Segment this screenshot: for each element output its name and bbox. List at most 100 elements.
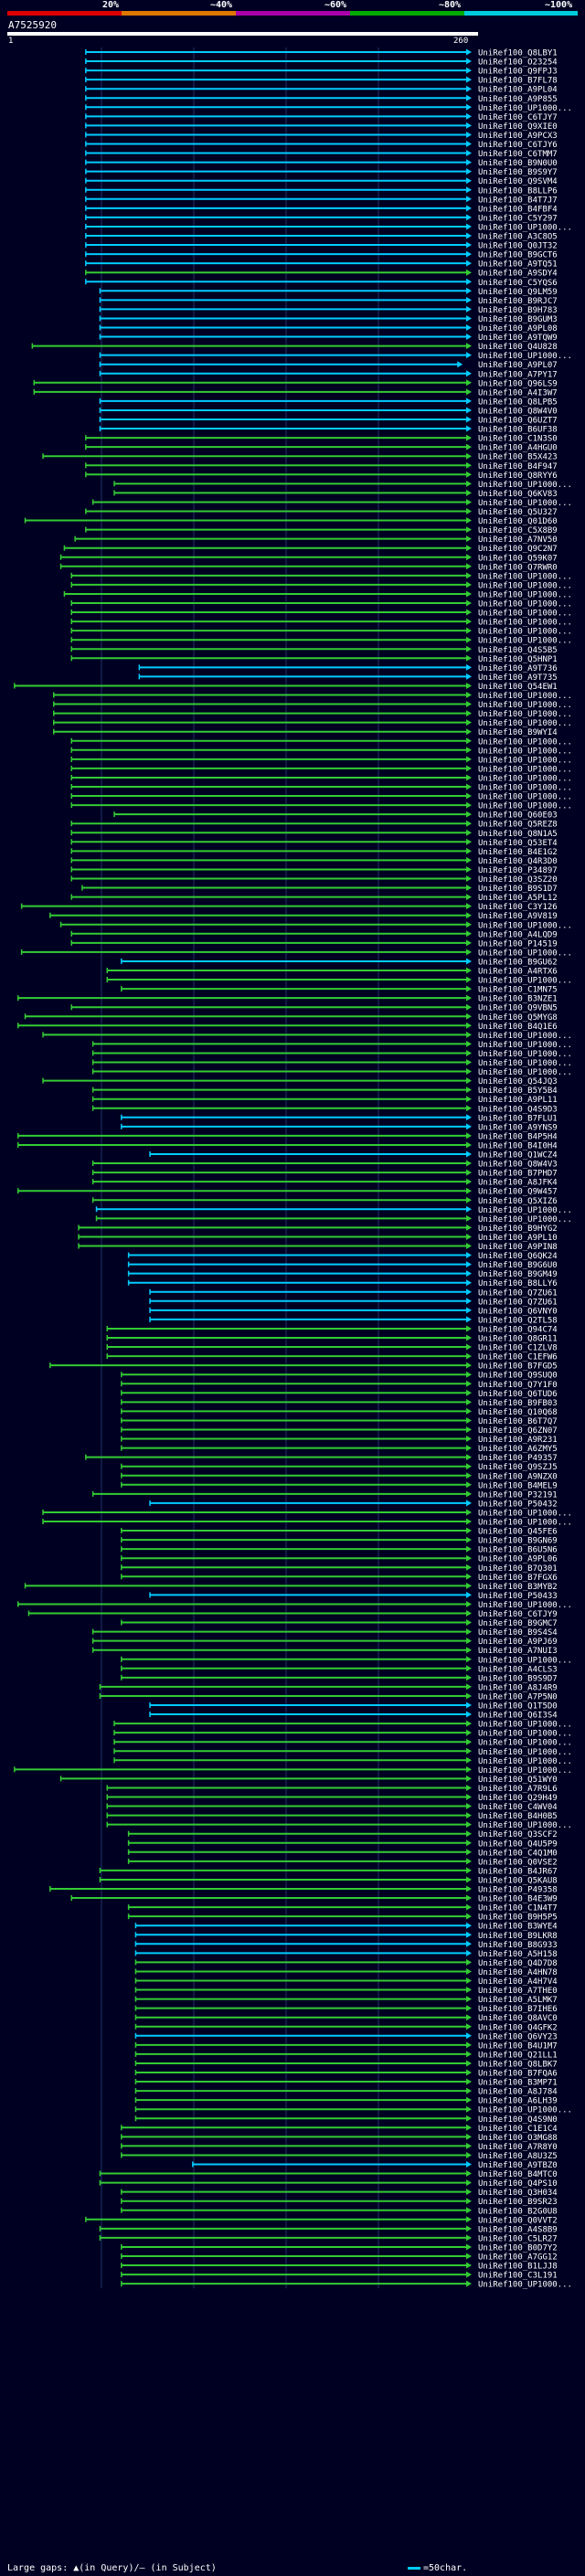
hit-label[interactable]: UniRef100_Q60E03: [478, 811, 558, 821]
hit-row[interactable]: UniRef100_B3MP71: [134, 2078, 558, 2088]
hit-label[interactable]: UniRef100_C4Q1M0: [478, 1849, 558, 1858]
hit-row[interactable]: UniRef100_Q3SZ20: [70, 875, 558, 885]
hit-row[interactable]: UniRef100_A7THE0: [134, 1987, 558, 1996]
hit-label[interactable]: UniRef100_UP1000...: [478, 1068, 572, 1077]
hit-row[interactable]: UniRef100_B7FQA6: [134, 2069, 558, 2079]
hit-row[interactable]: UniRef100_UP1000...: [95, 1205, 572, 1215]
hit-row[interactable]: UniRef100_UP1000...: [42, 1518, 572, 1528]
hit-label[interactable]: UniRef100_Q5XIZ6: [478, 1197, 558, 1206]
hit-row[interactable]: UniRef100_B2G0U8: [121, 2207, 558, 2216]
hit-row[interactable]: UniRef100_Q8GR11: [106, 1334, 558, 1344]
hit-row[interactable]: UniRef100_O3MG88: [121, 2133, 558, 2143]
hit-label[interactable]: UniRef100_UP1000...: [478, 637, 572, 646]
hit-row[interactable]: UniRef100_P49357: [85, 1454, 558, 1463]
hit-label[interactable]: UniRef100_UP1000...: [478, 590, 572, 599]
hit-label[interactable]: UniRef100_C6TJY9: [478, 1610, 558, 1619]
hit-label[interactable]: UniRef100_P32191: [478, 1490, 558, 1500]
hit-row[interactable]: UniRef100_B9GU62: [121, 958, 558, 967]
hit-row[interactable]: UniRef100_A9P855: [85, 94, 558, 104]
hit-row[interactable]: UniRef100_C5LR27: [99, 2234, 558, 2243]
hit-label[interactable]: UniRef100_Q6QK24: [478, 1252, 558, 1261]
hit-label[interactable]: UniRef100_UP1000...: [478, 600, 572, 610]
hit-label[interactable]: UniRef100_A9PL08: [478, 324, 558, 334]
hit-row[interactable]: UniRef100_B4P5H4: [16, 1132, 558, 1141]
hit-label[interactable]: UniRef100_A5PL12: [478, 894, 558, 903]
hit-label[interactable]: UniRef100_Q1WCZ4: [478, 1151, 558, 1161]
hit-row[interactable]: UniRef100_UP1000...: [52, 719, 572, 728]
hit-row[interactable]: UniRef100_Q6VNY0: [149, 1307, 558, 1316]
hit-row[interactable]: UniRef100_UP1000...: [70, 765, 572, 774]
hit-label[interactable]: UniRef100_A9TBZ0: [478, 2161, 558, 2170]
hit-label[interactable]: UniRef100_A7GG12: [478, 2253, 558, 2263]
hit-label[interactable]: UniRef100_B9GMC7: [478, 1619, 558, 1628]
hit-label[interactable]: UniRef100_Q8LBK7: [478, 2060, 558, 2069]
hit-label[interactable]: UniRef100_P50432: [478, 1500, 558, 1509]
hit-label[interactable]: UniRef100_C1N4T7: [478, 1904, 558, 1913]
hit-row[interactable]: UniRef100_UP1000...: [16, 1600, 572, 1610]
hit-row[interactable]: UniRef100_Q60E03: [113, 811, 558, 821]
hit-label[interactable]: UniRef100_Q9VBN5: [478, 1004, 558, 1013]
hit-label[interactable]: UniRef100_UP1000...: [478, 352, 572, 361]
hit-row[interactable]: UniRef100_Q0JT32: [85, 241, 558, 251]
hit-row[interactable]: UniRef100_B4E3W9: [70, 1894, 558, 1904]
hit-row[interactable]: UniRef100_B3WYE4: [134, 1922, 558, 1932]
hit-label[interactable]: UniRef100_UP1000...: [478, 1509, 572, 1518]
hit-label[interactable]: UniRef100_A7R9L6: [478, 1785, 558, 1794]
hit-label[interactable]: UniRef100_Q5REZ8: [478, 821, 558, 830]
hit-label[interactable]: UniRef100_Q8GR11: [478, 1335, 558, 1344]
hit-row[interactable]: UniRef100_A4HN78: [134, 1967, 558, 1977]
hit-row[interactable]: UniRef100_B9SR23: [121, 2198, 558, 2207]
hit-row[interactable]: UniRef100_UP1000...: [91, 1059, 572, 1068]
hit-row[interactable]: UniRef100_UP1000...: [121, 1656, 572, 1665]
hit-row[interactable]: UniRef100_Q8AVC0: [134, 2014, 558, 2023]
hit-row[interactable]: UniRef100_A9PIN8: [78, 1243, 558, 1252]
hit-label[interactable]: UniRef100_B4MTC0: [478, 2170, 558, 2179]
hit-row[interactable]: UniRef100_UP1000...: [91, 1068, 572, 1077]
hit-label[interactable]: UniRef100_Q6I3S4: [478, 1712, 558, 1721]
hit-label[interactable]: UniRef100_C5X8B9: [478, 526, 558, 535]
hit-row[interactable]: UniRef100_UP1000...: [70, 737, 572, 747]
hit-row[interactable]: UniRef100_Q1T5D0: [149, 1701, 558, 1712]
hit-label[interactable]: UniRef100_UP1000...: [478, 1041, 572, 1050]
hit-row[interactable]: UniRef100_B9H5P5: [127, 1913, 558, 1923]
hit-row[interactable]: UniRef100_Q94C74: [106, 1325, 558, 1334]
hit-label[interactable]: UniRef100_B7FGD5: [478, 1362, 558, 1372]
hit-row[interactable]: UniRef100_UP1000...: [14, 1765, 572, 1776]
hit-label[interactable]: UniRef100_Q01D60: [478, 517, 558, 526]
hit-label[interactable]: UniRef100_A7NUI3: [478, 1647, 558, 1656]
hit-label[interactable]: UniRef100_Q6VNY0: [478, 1307, 558, 1316]
hit-row[interactable]: UniRef100_C6TJY7: [85, 112, 558, 122]
hit-row[interactable]: UniRef100_Q8W4V3: [91, 1160, 558, 1170]
hit-label[interactable]: UniRef100_C1EFW6: [478, 1353, 558, 1362]
hit-row[interactable]: UniRef100_B9S4S4: [91, 1628, 558, 1638]
hit-label[interactable]: UniRef100_Q7ZU61: [478, 1298, 558, 1307]
hit-row[interactable]: UniRef100_B7Q301: [121, 1564, 558, 1574]
hit-label[interactable]: UniRef100_P50433: [478, 1592, 558, 1601]
hit-row[interactable]: UniRef100_Q4S9D3: [91, 1105, 558, 1114]
hit-row[interactable]: UniRef100_C5Y297: [85, 214, 558, 223]
hit-row[interactable]: UniRef100_Q6KV83: [113, 489, 558, 499]
hit-label[interactable]: UniRef100_B8G933: [478, 1941, 558, 1950]
hit-row[interactable]: UniRef100_B4MEL9: [121, 1481, 558, 1490]
hit-row[interactable]: UniRef100_Q4PS10: [99, 2179, 558, 2189]
hit-row[interactable]: UniRef100_Q29H49: [106, 1794, 558, 1803]
hit-row[interactable]: UniRef100_UP1000...: [91, 498, 572, 508]
hit-label[interactable]: UniRef100_A9PL07: [478, 361, 558, 370]
hit-label[interactable]: UniRef100_Q1T5D0: [478, 1702, 558, 1712]
hit-label[interactable]: UniRef100_Q96LS9: [478, 379, 558, 388]
hit-label[interactable]: UniRef100_B9GM49: [478, 1270, 558, 1279]
hit-row[interactable]: UniRef100_A5LMK7: [134, 1996, 558, 2005]
hit-label[interactable]: UniRef100_Q0VSE2: [478, 1858, 558, 1867]
hit-row[interactable]: UniRef100_UP1000...: [113, 1729, 572, 1739]
hit-row[interactable]: UniRef100_Q8LBK7: [134, 2060, 558, 2069]
hit-row[interactable]: UniRef100_UP1000...: [70, 783, 572, 793]
hit-label[interactable]: UniRef100_UP1000...: [478, 628, 572, 637]
hit-row[interactable]: UniRef100_A9YNS9: [121, 1123, 558, 1132]
hit-label[interactable]: UniRef100_A3C8O5: [478, 233, 558, 242]
hit-row[interactable]: UniRef100_A4S8B9: [99, 2225, 558, 2234]
hit-row[interactable]: UniRef100_Q4GFK2: [134, 2023, 558, 2032]
hit-label[interactable]: UniRef100_Q4PS10: [478, 2179, 558, 2189]
hit-label[interactable]: UniRef100_B9SR23: [478, 2198, 558, 2207]
hit-row[interactable]: UniRef100_A6LH39: [134, 2096, 558, 2106]
hit-row[interactable]: UniRef100_A9PL04: [85, 85, 558, 95]
